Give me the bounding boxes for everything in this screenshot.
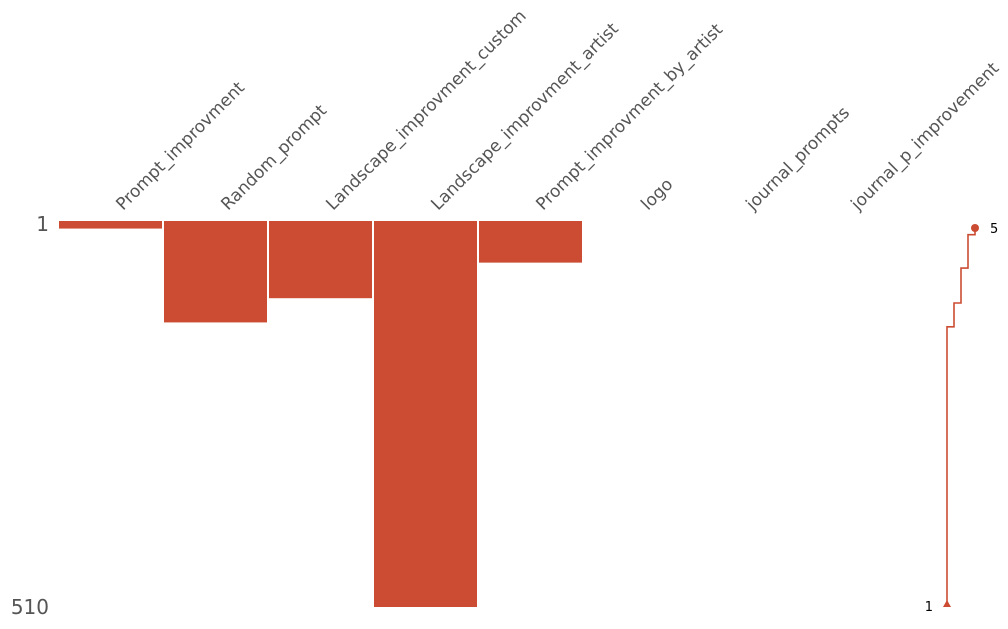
sparkline-line (946, 228, 976, 606)
row-label-bottom: 510 (11, 595, 49, 619)
sparkline-max-label: 5 (990, 222, 998, 237)
column-label: journal_p_improvement (847, 58, 1004, 215)
column-labels: Prompt_improvmentRandom_promptLandscape_… (112, 6, 1003, 215)
column-label: journal_prompts (742, 103, 854, 215)
sparkline-min-label: 1 (925, 600, 933, 615)
column-label: Prompt_improvment_by_artist (532, 20, 727, 215)
column-label: Random_prompt (217, 101, 331, 215)
sparkline-max-marker (971, 224, 979, 232)
matrix-column-bar (269, 221, 372, 299)
column-label: logo (637, 175, 677, 215)
sparkline-min-marker (943, 600, 951, 607)
completeness-sparkline (943, 224, 979, 607)
row-label-top: 1 (36, 212, 49, 236)
column-label: Landscape_improvment_artist (427, 19, 623, 215)
matrix-column-bar (59, 221, 162, 229)
column-label: Landscape_improvment_custom (322, 6, 530, 214)
matrix-column-bar (164, 221, 267, 323)
matrix-columns (59, 221, 582, 607)
matrix-column-bar (479, 221, 582, 263)
matrix-column-bar (374, 221, 477, 607)
